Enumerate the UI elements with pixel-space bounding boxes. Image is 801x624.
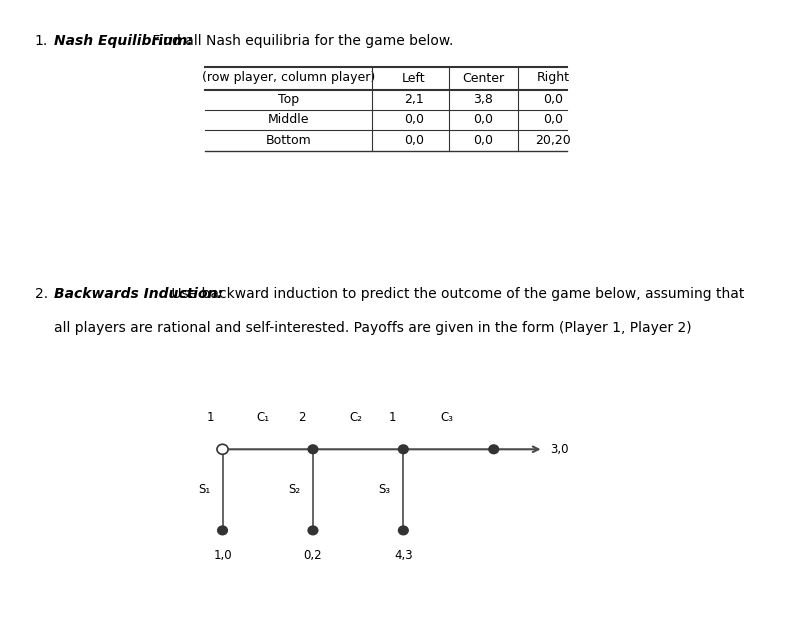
FancyArrowPatch shape: [225, 447, 538, 452]
Text: 0,2: 0,2: [304, 549, 322, 562]
Text: S₃: S₃: [379, 484, 391, 496]
Text: (row player, column player): (row player, column player): [202, 72, 375, 84]
Text: 0,0: 0,0: [473, 114, 493, 126]
Text: 0,0: 0,0: [404, 134, 424, 147]
Text: 4,3: 4,3: [394, 549, 413, 562]
Circle shape: [398, 526, 409, 535]
Text: S₁: S₁: [198, 484, 210, 496]
Text: C₁: C₁: [256, 411, 270, 424]
Text: Right: Right: [537, 72, 570, 84]
Text: Use backward induction to predict the outcome of the game below, assuming that: Use backward induction to predict the ou…: [167, 287, 744, 301]
Text: 1: 1: [389, 411, 396, 424]
Text: 1.: 1.: [34, 34, 48, 48]
Text: Left: Left: [402, 72, 425, 84]
Text: Center: Center: [462, 72, 505, 84]
Text: 1: 1: [207, 411, 214, 424]
Text: Backwards Induction:: Backwards Induction:: [54, 287, 223, 301]
Text: 3,0: 3,0: [549, 443, 568, 456]
Text: 2,1: 2,1: [404, 94, 424, 106]
Text: Middle: Middle: [268, 114, 309, 126]
Text: Bottom: Bottom: [266, 134, 312, 147]
Text: 3,8: 3,8: [473, 94, 493, 106]
Circle shape: [308, 445, 318, 454]
Text: 0,0: 0,0: [404, 114, 424, 126]
Text: Find all Nash equilibria for the game below.: Find all Nash equilibria for the game be…: [148, 34, 453, 48]
Text: 2.: 2.: [34, 287, 48, 301]
Text: 1,0: 1,0: [213, 549, 231, 562]
Circle shape: [489, 445, 498, 454]
Text: 20,20: 20,20: [535, 134, 571, 147]
Text: 0,0: 0,0: [543, 114, 563, 126]
Text: C₃: C₃: [441, 411, 453, 424]
Circle shape: [398, 445, 409, 454]
Text: S₂: S₂: [288, 484, 300, 496]
Text: 0,0: 0,0: [543, 94, 563, 106]
Text: C₂: C₂: [350, 411, 363, 424]
Circle shape: [217, 444, 228, 454]
Text: Top: Top: [278, 94, 299, 106]
Text: Nash Equilibrium:: Nash Equilibrium:: [54, 34, 193, 48]
Text: all players are rational and self-interested. Payoffs are given in the form (Pla: all players are rational and self-intere…: [54, 321, 692, 335]
Circle shape: [218, 526, 227, 535]
Circle shape: [308, 526, 318, 535]
Text: 0,0: 0,0: [473, 134, 493, 147]
Text: 2: 2: [299, 411, 306, 424]
